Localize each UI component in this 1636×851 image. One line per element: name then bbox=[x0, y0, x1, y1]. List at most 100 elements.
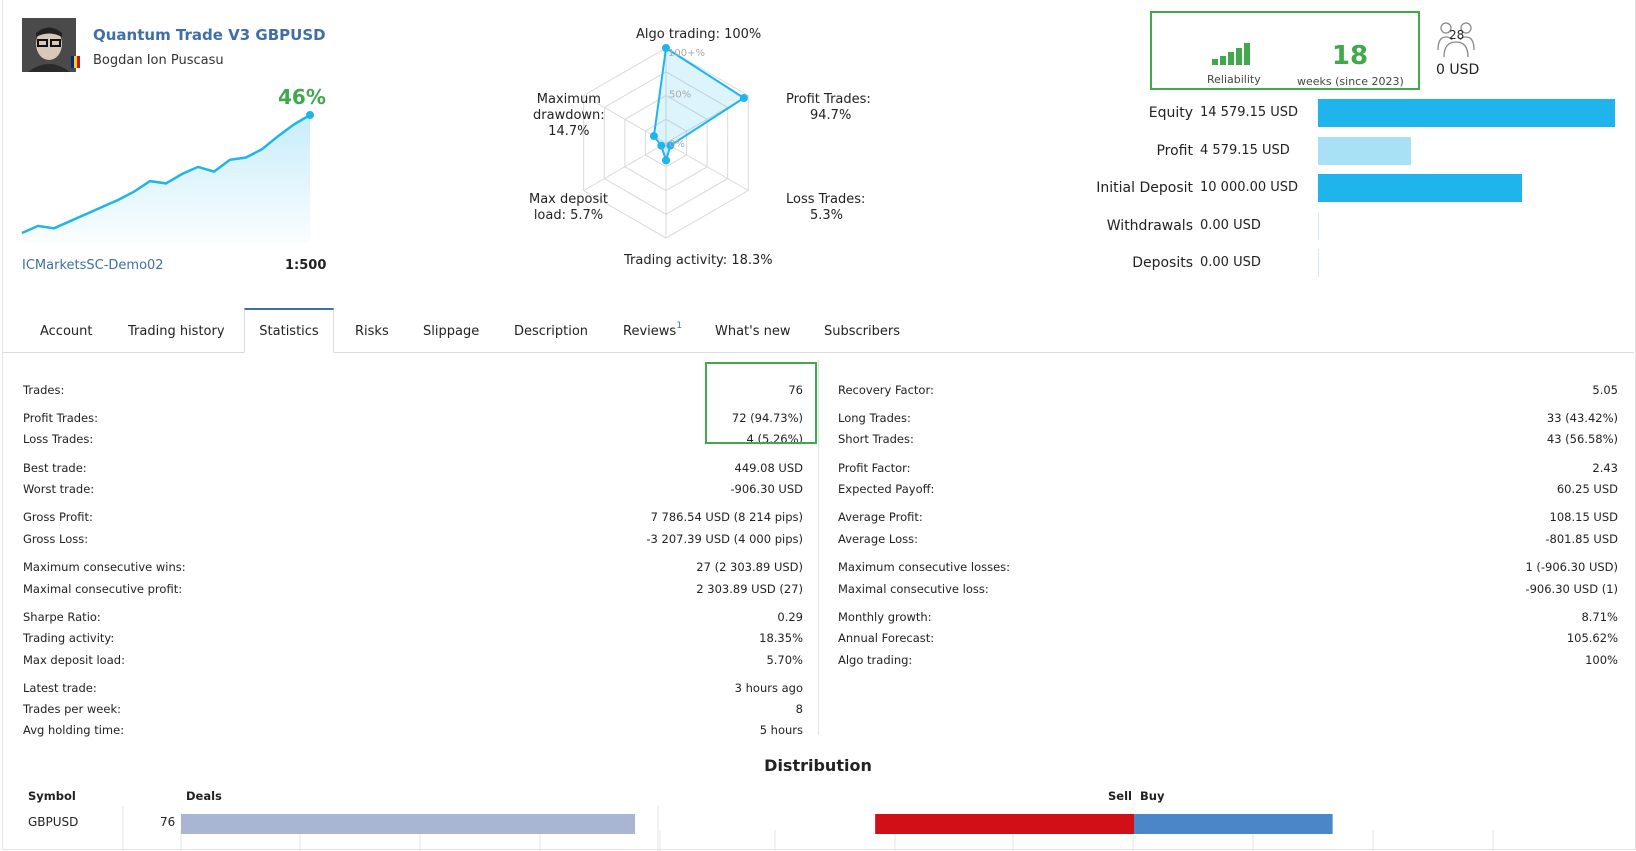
stat-value: 76 bbox=[788, 383, 803, 397]
stat-value: 108.15 USD bbox=[1549, 510, 1618, 524]
stat-label: Trades per week: bbox=[23, 702, 121, 716]
balance-value: 10 000.00 USD bbox=[1200, 180, 1299, 195]
stat-label: Avg holding time: bbox=[23, 723, 125, 737]
stat-row: Loss Trades: 4 (5.26%) bbox=[23, 429, 803, 449]
stat-row: Annual Forecast: 105.62% bbox=[838, 628, 1618, 648]
stat-row: Trading activity: 18.35% bbox=[23, 628, 803, 648]
tab-account[interactable]: Account bbox=[40, 324, 93, 339]
subscribers-icon[interactable] bbox=[1436, 20, 1476, 58]
radar-ring-label-50: 50% bbox=[669, 90, 691, 101]
radar-label-deposit: Max deposit load: 5.7% bbox=[529, 192, 608, 224]
stat-row: Algo trading: 100% bbox=[838, 650, 1618, 670]
stat-label: Maximum consecutive wins: bbox=[23, 560, 186, 574]
tab-description[interactable]: Description bbox=[514, 324, 589, 339]
growth-end-point bbox=[306, 111, 314, 119]
radar-deposit-label: Max deposit bbox=[529, 192, 608, 207]
stat-value: 100% bbox=[1585, 653, 1618, 667]
balance-bar bbox=[1318, 99, 1615, 127]
stat-label: Sharpe Ratio: bbox=[23, 610, 101, 624]
radar-ring-label-0: 0% bbox=[669, 139, 685, 150]
stat-row: Average Loss: -801.85 USD bbox=[838, 529, 1618, 549]
stat-value: 5.70% bbox=[766, 653, 803, 667]
tab-trading-history[interactable]: Trading history bbox=[128, 324, 225, 339]
stat-label: Trading activity: bbox=[23, 631, 115, 645]
reliability-bar bbox=[1244, 43, 1250, 65]
radar-loss-label: Loss Trades: bbox=[786, 192, 866, 207]
signal-title[interactable]: Quantum Trade V3 GBPUSD bbox=[93, 26, 326, 44]
stat-value: 105.62% bbox=[1566, 631, 1618, 645]
author-name[interactable]: Bogdan Ion Puscasu bbox=[93, 53, 224, 68]
radar-label-loss: Loss Trades: 5.3% bbox=[786, 192, 865, 224]
stat-row: Maximal consecutive loss: -906.30 USD (1) bbox=[838, 579, 1618, 599]
distribution-sell-header: Sell bbox=[1108, 789, 1132, 803]
tab-whats-new[interactable]: What's new bbox=[715, 324, 791, 339]
reliability-box[interactable]: Reliability 18 weeks (since 2023) bbox=[1150, 11, 1420, 90]
tab-slippage[interactable]: Slippage bbox=[423, 324, 480, 339]
stat-value: -801.85 USD bbox=[1545, 532, 1618, 546]
radar-ring-label-100: 100+% bbox=[668, 48, 705, 59]
distribution-deals-bar bbox=[181, 814, 635, 834]
radar-value-point bbox=[657, 141, 666, 150]
stat-row: Profit Trades: 72 (94.73%) bbox=[23, 408, 803, 428]
balance-label: Initial Deposit bbox=[1096, 180, 1193, 196]
stat-label: Gross Loss: bbox=[23, 532, 89, 546]
stat-row: Expected Payoff: 60.25 USD bbox=[838, 479, 1618, 499]
stat-value: 2.43 bbox=[1592, 461, 1618, 475]
stat-value: 0.29 bbox=[777, 610, 803, 624]
stat-row: Average Profit: 108.15 USD bbox=[838, 507, 1618, 527]
distribution-chart bbox=[122, 806, 1494, 851]
stat-label: Maximal consecutive loss: bbox=[838, 582, 989, 596]
balance-bar bbox=[1318, 174, 1522, 202]
radar-label-activity: Trading activity: 18.3% bbox=[624, 253, 773, 268]
leverage-value: 1:500 bbox=[285, 258, 327, 273]
stat-row: Latest trade: 3 hours ago bbox=[23, 678, 803, 698]
stat-value: 3 hours ago bbox=[734, 681, 803, 695]
distribution-title: Distribution bbox=[764, 756, 872, 775]
reliability-bar bbox=[1220, 56, 1226, 65]
stat-label: Monthly growth: bbox=[838, 610, 932, 624]
tab-reviews[interactable]: Reviews 1 bbox=[623, 308, 682, 352]
stat-value: -906.30 USD (1) bbox=[1525, 582, 1618, 596]
country-flag-icon bbox=[71, 56, 80, 68]
stat-row: Maximal consecutive profit: 2 303.89 USD … bbox=[23, 579, 803, 599]
stat-value: 5 hours bbox=[759, 723, 803, 737]
tab-statistics[interactable]: Statistics bbox=[244, 308, 334, 353]
stat-value: 2 303.89 USD (27) bbox=[696, 582, 803, 596]
weeks-label: weeks (since 2023) bbox=[1297, 75, 1404, 88]
reliability-bar bbox=[1236, 48, 1242, 65]
stat-row: Trades: 76 bbox=[23, 380, 803, 400]
stat-row: Maximum consecutive wins: 27 (2 303.89 US… bbox=[23, 557, 803, 577]
stat-row: Recovery Factor: 5.05 bbox=[838, 380, 1618, 400]
balance-value: 14 579.15 USD bbox=[1200, 105, 1299, 120]
radar-drawdown-value: 14.7% bbox=[548, 124, 590, 139]
stat-value: 1 (-906.30 USD) bbox=[1525, 560, 1618, 574]
radar-label-profit: Profit Trades: 94.7% bbox=[786, 92, 871, 124]
distribution-symbol-header: Symbol bbox=[28, 789, 76, 803]
stat-row: Gross Loss: -3 207.39 USD (4 000 pips) bbox=[23, 529, 803, 549]
radar-axis bbox=[665, 142, 749, 191]
distribution-deals-header: Deals bbox=[186, 789, 222, 803]
reliability-bars-icon bbox=[1212, 43, 1250, 65]
growth-line bbox=[21, 113, 311, 235]
stat-label: Maximal consecutive profit: bbox=[23, 582, 183, 596]
tab-reviews-label: Reviews bbox=[623, 324, 677, 339]
avatar[interactable] bbox=[22, 18, 76, 72]
radar-value-point bbox=[662, 44, 670, 52]
stat-label: Expected Payoff: bbox=[838, 482, 935, 496]
server-name[interactable]: ICMarketsSC-Demo02 bbox=[22, 258, 164, 273]
tab-subscribers[interactable]: Subscribers bbox=[824, 324, 900, 339]
stat-label: Best trade: bbox=[23, 461, 87, 475]
tab-risks[interactable]: Risks bbox=[355, 324, 389, 339]
tab-bar: Account Trading history Statistics Risks… bbox=[2, 308, 1634, 353]
stat-row: Profit Factor: 2.43 bbox=[838, 458, 1618, 478]
distribution-symbol[interactable]: GBPUSD bbox=[28, 815, 79, 829]
stat-row: Gross Profit: 7 786.54 USD (8 214 pips) bbox=[23, 507, 803, 527]
risk-radar-chart: 100+% 50% 0% bbox=[583, 44, 749, 239]
radar-profit-label: Profit Trades: bbox=[786, 92, 871, 107]
stat-value: 8.71% bbox=[1581, 610, 1618, 624]
stat-label: Max deposit load: bbox=[23, 653, 125, 667]
radar-label-algo: Algo trading: 100% bbox=[636, 27, 762, 42]
distribution-buy-bar bbox=[1134, 814, 1333, 834]
radar-loss-value: 5.3% bbox=[810, 208, 844, 223]
balance-label: Withdrawals bbox=[1106, 218, 1193, 234]
